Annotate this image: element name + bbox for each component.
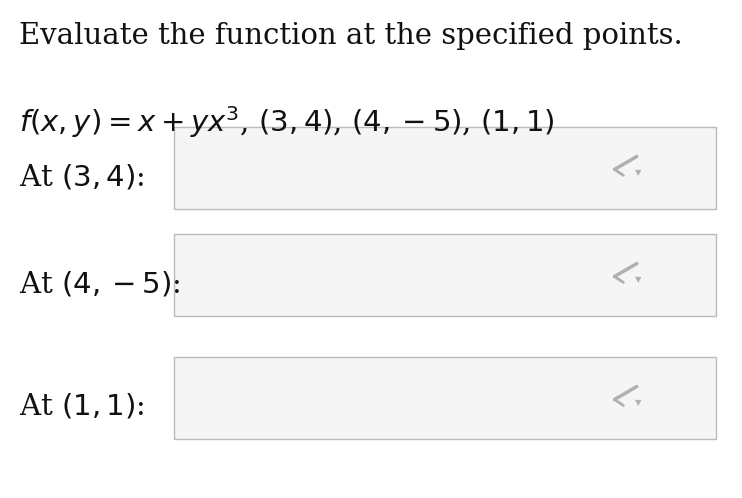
Text: At $(1, 1)$:: At $(1, 1)$: <box>19 391 144 420</box>
Text: ▼: ▼ <box>635 275 642 284</box>
Text: Evaluate the function at the specified points.: Evaluate the function at the specified p… <box>19 22 683 50</box>
Bar <box>174 127 716 209</box>
Text: At $(4, -5)$:: At $(4, -5)$: <box>19 269 180 298</box>
Text: ▼: ▼ <box>635 398 642 407</box>
Text: $f(x, y) = x + yx^3$, $(3, 4)$, $(4, -5)$, $(1, 1)$: $f(x, y) = x + yx^3$, $(3, 4)$, $(4, -5)… <box>19 105 554 140</box>
Bar <box>174 357 716 439</box>
Bar <box>174 234 716 316</box>
Text: At $(3, 4)$:: At $(3, 4)$: <box>19 162 144 191</box>
Text: ▼: ▼ <box>635 168 642 177</box>
